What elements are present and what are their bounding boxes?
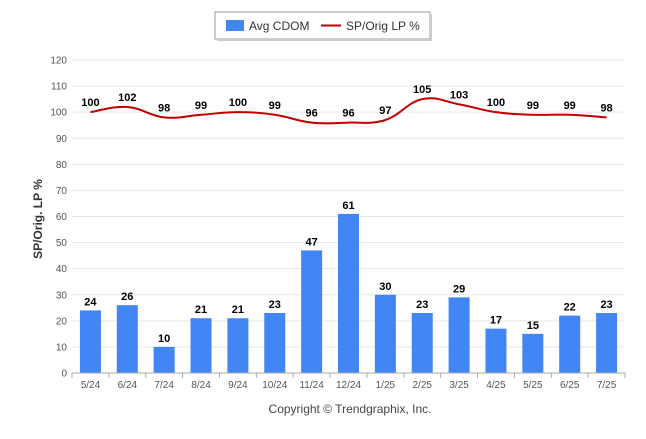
bar-value-label: 17 bbox=[490, 315, 502, 327]
line-value-label: 102 bbox=[118, 92, 136, 104]
line-value-label: 99 bbox=[269, 100, 281, 112]
x-tick-label: 11/24 bbox=[299, 380, 324, 391]
x-tick-label: 7/25 bbox=[597, 380, 617, 391]
line-series bbox=[90, 97, 607, 125]
bar bbox=[559, 315, 581, 373]
bar bbox=[301, 250, 323, 373]
bar-value-label: 47 bbox=[306, 236, 318, 248]
legend: Avg CDOM SP/Orig LP % bbox=[214, 11, 432, 41]
bar bbox=[522, 333, 544, 373]
bar-value-label: 23 bbox=[416, 299, 428, 311]
y-tick-label: 120 bbox=[50, 56, 67, 67]
line-value-label: 99 bbox=[564, 100, 576, 112]
x-tick-label: 12/24 bbox=[336, 380, 361, 391]
bar-value-label: 15 bbox=[527, 320, 539, 332]
bar-value-label: 23 bbox=[600, 299, 612, 311]
bar-value-label: 23 bbox=[269, 299, 281, 311]
bar bbox=[596, 313, 618, 373]
x-tick-label: 6/24 bbox=[118, 380, 138, 391]
bar-value-label: 22 bbox=[564, 302, 576, 314]
line-value-label: 103 bbox=[450, 89, 468, 101]
x-tick-label: 4/25 bbox=[486, 380, 506, 391]
line-value-label: 98 bbox=[600, 102, 612, 114]
line-value-label: 98 bbox=[158, 102, 170, 114]
line-value-label: 96 bbox=[342, 108, 354, 120]
x-tick-label: 1/25 bbox=[376, 380, 396, 391]
x-tick-label: 2/25 bbox=[412, 380, 432, 391]
y-tick-label: 80 bbox=[56, 160, 68, 171]
bar bbox=[411, 313, 433, 373]
line-value-label: 99 bbox=[527, 100, 539, 112]
bar-data-labels: 24 26 10 21 21 23 47 61 30 23 29 17 15 22 23 bbox=[84, 200, 612, 345]
y-tick-label: 20 bbox=[56, 316, 68, 327]
sp-orig-lp-line bbox=[90, 97, 607, 125]
line-value-label: 99 bbox=[195, 100, 207, 112]
y-tick-label: 40 bbox=[56, 264, 68, 275]
y-tick-label: 50 bbox=[56, 238, 68, 249]
line-data-labels: 100 102 98 99 100 99 96 96 97 105 103 100 99 99 98 bbox=[81, 84, 612, 119]
y-tick-label: 10 bbox=[56, 342, 68, 353]
bar bbox=[190, 318, 212, 373]
bar bbox=[153, 346, 175, 373]
x-tick-label: 6/25 bbox=[560, 380, 580, 391]
bar-value-label: 61 bbox=[342, 200, 354, 212]
x-tick-label: 5/25 bbox=[523, 380, 543, 391]
y-tick-label: 0 bbox=[61, 369, 67, 380]
legend-label-avg-cdom: Avg CDOM bbox=[249, 19, 309, 33]
line-value-label: 100 bbox=[81, 97, 99, 109]
y-tick-label: 30 bbox=[56, 290, 68, 301]
bar-value-label: 30 bbox=[379, 281, 391, 293]
x-tick-label: 7/24 bbox=[154, 380, 174, 391]
bar bbox=[485, 328, 507, 373]
x-tick-label: 5/24 bbox=[81, 380, 101, 391]
copyright-footer: Copyright © Trendgraphix, Inc. bbox=[269, 402, 432, 416]
bar bbox=[448, 297, 470, 373]
x-tick-label: 10/24 bbox=[262, 380, 287, 391]
bar bbox=[79, 310, 101, 373]
y-tick-label: 100 bbox=[50, 108, 67, 119]
bar bbox=[264, 313, 286, 373]
x-tick-label: 3/25 bbox=[449, 380, 469, 391]
x-tick-label: 8/24 bbox=[191, 380, 211, 391]
bar bbox=[338, 213, 359, 373]
y-tick-label: 90 bbox=[56, 134, 68, 145]
line-value-label: 96 bbox=[306, 108, 318, 120]
y-tick-label: 110 bbox=[51, 82, 67, 93]
bar-value-label: 21 bbox=[232, 304, 244, 316]
bar-value-label: 21 bbox=[195, 304, 207, 316]
bar-value-label: 10 bbox=[158, 333, 170, 345]
y-axis-title: SP/Orig. LP % bbox=[31, 179, 45, 259]
bars bbox=[79, 213, 618, 373]
bar-value-label: 26 bbox=[121, 291, 133, 303]
line-value-label: 100 bbox=[487, 97, 505, 109]
bar-value-label: 29 bbox=[453, 283, 465, 295]
y-tick-label: 60 bbox=[56, 212, 68, 223]
line-value-label: 105 bbox=[413, 84, 431, 96]
line-value-label: 100 bbox=[229, 97, 247, 109]
y-axis: 0 10 20 30 40 50 60 70 80 90 100 110 120 bbox=[50, 56, 67, 380]
y-tick-label: 70 bbox=[56, 186, 68, 197]
bar-value-label: 24 bbox=[84, 296, 97, 308]
x-axis: 5/24 6/24 7/24 8/24 9/24 10/24 11/24 12/24 1/25 2… bbox=[71, 372, 626, 391]
legend-swatch-avg-cdom bbox=[226, 20, 244, 31]
legend-label-sp-orig-lp: SP/Orig LP % bbox=[346, 19, 420, 33]
bar bbox=[227, 318, 249, 373]
line-value-label: 97 bbox=[379, 105, 391, 117]
bar bbox=[374, 294, 396, 373]
x-tick-label: 9/24 bbox=[228, 380, 248, 391]
bar bbox=[116, 305, 138, 373]
